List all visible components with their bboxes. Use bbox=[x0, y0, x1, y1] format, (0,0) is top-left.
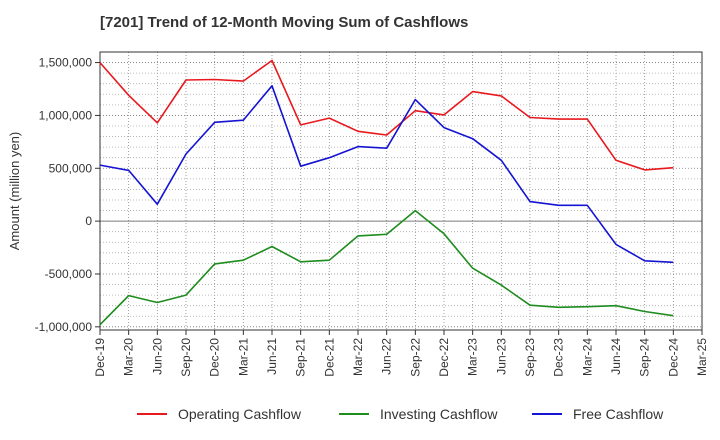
x-tick-label: Jun-23 bbox=[494, 338, 508, 375]
series-line-free-cashflow bbox=[99, 85, 674, 264]
x-tick-label: Mar-20 bbox=[122, 338, 136, 376]
axes: 1,500,000 1,000,000 500,000 0 -500,000 -1,000… bbox=[7, 51, 709, 377]
x-tick-label: Dec-22 bbox=[437, 338, 451, 377]
series-lines bbox=[99, 59, 674, 326]
x-tick-label: Dec-19 bbox=[93, 338, 107, 377]
x-tick-label: Sep-20 bbox=[179, 338, 193, 377]
x-tick-label: Dec-24 bbox=[666, 338, 680, 377]
x-tick-label: Sep-23 bbox=[523, 338, 537, 377]
y-tick-label: 500,000 bbox=[49, 161, 93, 175]
y-tick-label: -500,000 bbox=[45, 267, 93, 281]
chart-title: [7201] Trend of 12-Month Moving Sum of C… bbox=[100, 14, 469, 31]
y-tick-label: 1,500,000 bbox=[39, 56, 93, 70]
grid bbox=[100, 52, 702, 330]
x-tick-label: Jun-21 bbox=[265, 338, 279, 375]
x-tick-label: Mar-24 bbox=[580, 338, 594, 376]
x-tick-label: Sep-24 bbox=[638, 338, 652, 377]
legend-label: Investing Cashflow bbox=[380, 406, 498, 422]
x-tick-label: Jun-24 bbox=[609, 338, 623, 375]
x-tick-label: Jun-22 bbox=[380, 338, 394, 375]
x-tick-label: Mar-25 bbox=[695, 338, 709, 376]
y-tick-label: 0 bbox=[85, 214, 92, 228]
y-tick-label: 1,000,000 bbox=[39, 108, 93, 122]
x-tick-label: Dec-21 bbox=[322, 338, 336, 377]
y-tick-label: -1,000,000 bbox=[35, 320, 93, 334]
legend-label: Free Cashflow bbox=[573, 406, 664, 422]
x-tick-label: Dec-20 bbox=[208, 338, 222, 377]
plot-frame bbox=[99, 51, 703, 331]
series-line-investing-cashflow bbox=[99, 209, 674, 326]
x-tick-label: Jun-20 bbox=[150, 338, 164, 375]
x-tick-label: Sep-21 bbox=[294, 338, 308, 377]
y-axis-title: Amount (million yen) bbox=[7, 132, 22, 251]
x-tick-label: Mar-21 bbox=[236, 338, 250, 376]
x-tick-label: Mar-23 bbox=[466, 338, 480, 376]
legend-label: Operating Cashflow bbox=[178, 406, 302, 422]
legend: Operating Cashflow Investing Cashflow Free… bbox=[137, 406, 664, 422]
x-tick-label: Dec-23 bbox=[552, 338, 566, 377]
x-tick-label: Sep-22 bbox=[408, 338, 422, 377]
x-tick-label: Mar-22 bbox=[351, 338, 365, 376]
series-line-operating-cashflow bbox=[99, 59, 674, 171]
